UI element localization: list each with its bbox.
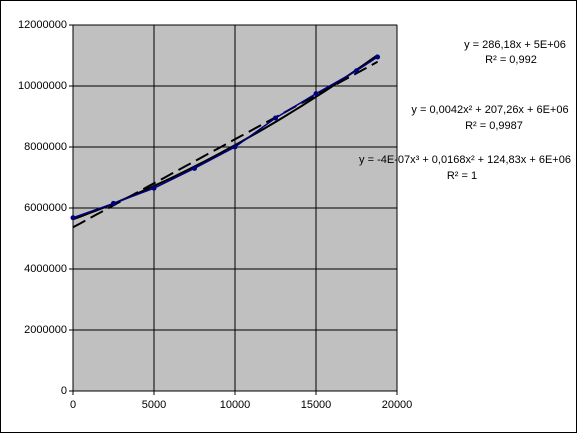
trendline-equation: R² = 1 [447, 170, 477, 182]
y-tick-label: 4000000 [24, 263, 67, 275]
x-tick-label: 10000 [220, 399, 251, 411]
x-tick-label: 5000 [142, 399, 166, 411]
data-point [70, 215, 76, 221]
trendline-equation: R² = 0,992 [485, 54, 537, 66]
y-tick-label: 6000000 [24, 202, 67, 214]
x-tick-label: 0 [70, 399, 76, 411]
trendline-equation: y = 286,18x + 5E+06 [464, 39, 566, 51]
y-tick-label: 12000000 [18, 19, 67, 31]
data-point [375, 54, 381, 60]
trendline-equation: R² = 0,9987 [465, 120, 523, 132]
data-point [192, 165, 197, 171]
y-tick-label: 2000000 [24, 324, 67, 336]
data-point [313, 91, 319, 97]
data-point [354, 68, 359, 74]
y-tick-label: 8000000 [24, 141, 67, 153]
data-point [232, 144, 238, 150]
data-point [151, 185, 157, 191]
trendline-equation: y = 0,0042x² + 207,26x + 6E+06 [411, 104, 568, 116]
data-point [273, 115, 278, 121]
x-tick-label: 20000 [382, 399, 413, 411]
y-tick-label: 0 [61, 385, 67, 397]
x-tick-label: 15000 [301, 399, 332, 411]
data-point [111, 200, 116, 206]
trendline-equation: y = -4E-07x³ + 0,0168x² + 124,83x + 6E+0… [359, 154, 571, 166]
y-tick-label: 10000000 [18, 80, 67, 92]
